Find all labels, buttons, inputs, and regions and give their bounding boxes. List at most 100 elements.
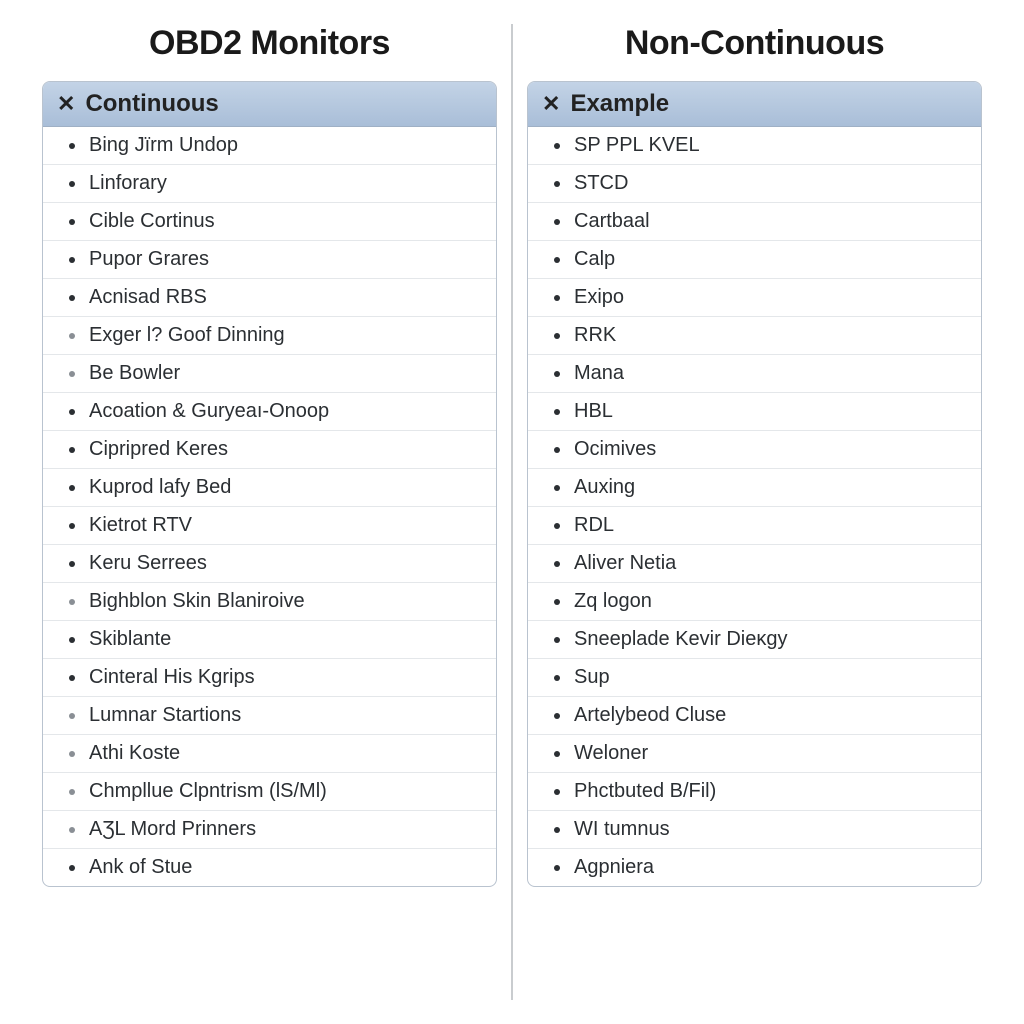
bullet-icon bbox=[69, 485, 75, 491]
bullet-icon bbox=[554, 181, 560, 187]
list-item-label: Cible Cortinus bbox=[89, 210, 482, 233]
right-title: Non-Continuous bbox=[527, 24, 982, 63]
list-item-label: Exger l? Goof Dinning bbox=[89, 324, 482, 347]
bullet-icon bbox=[69, 789, 75, 795]
list-item: Be Bowler bbox=[43, 355, 496, 393]
list-item-label: Auxing bbox=[574, 476, 967, 499]
list-item: Phctbuted B/Fil) bbox=[528, 773, 981, 811]
list-item-label: Acnisad RBS bbox=[89, 286, 482, 309]
list-item: Bing Jïrm Undop bbox=[43, 127, 496, 165]
list-item-label: Skiblante bbox=[89, 628, 482, 651]
bullet-icon bbox=[69, 865, 75, 871]
list-item-label: Cinteral His Kgrips bbox=[89, 666, 482, 689]
list-item-label: Zq logon bbox=[574, 590, 967, 613]
bullet-icon bbox=[69, 827, 75, 833]
list-item-label: Keru Serrees bbox=[89, 552, 482, 575]
bullet-icon bbox=[69, 713, 75, 719]
right-panel-header-label: Example bbox=[570, 90, 669, 118]
list-item: Agpniera bbox=[528, 849, 981, 886]
list-item: Ocimives bbox=[528, 431, 981, 469]
list-item: Kuprod lafy Bed bbox=[43, 469, 496, 507]
list-item-label: HBL bbox=[574, 400, 967, 423]
list-item-label: Pupor Grares bbox=[89, 248, 482, 271]
bullet-icon bbox=[554, 485, 560, 491]
list-item: AƷL Mord Prinners bbox=[43, 811, 496, 849]
list-item-label: SP PPL KVEL bbox=[574, 134, 967, 157]
list-item: Calp bbox=[528, 241, 981, 279]
list-item-label: Mana bbox=[574, 362, 967, 385]
list-item: Weloner bbox=[528, 735, 981, 773]
bullet-icon bbox=[554, 523, 560, 529]
bullet-icon bbox=[554, 219, 560, 225]
list-item: Kietrot RTV bbox=[43, 507, 496, 545]
bullet-icon bbox=[554, 789, 560, 795]
list-item: Cinteral His Kgrips bbox=[43, 659, 496, 697]
list-item: Cartbaal bbox=[528, 203, 981, 241]
list-item: Mana bbox=[528, 355, 981, 393]
bullet-icon bbox=[554, 751, 560, 757]
list-item: HBL bbox=[528, 393, 981, 431]
list-item: Artelybeod Cluse bbox=[528, 697, 981, 735]
bullet-icon bbox=[554, 637, 560, 643]
right-list: SP PPL KVELSTCDCartbaalCalpExipoRRKManaH… bbox=[528, 127, 981, 886]
list-item-label: Weloner bbox=[574, 742, 967, 765]
list-item: Exger l? Goof Dinning bbox=[43, 317, 496, 355]
bullet-icon bbox=[69, 371, 75, 377]
list-item-label: Cipripred Keres bbox=[89, 438, 482, 461]
left-list: Bing Jïrm Undop Linforary Cible Cortinus Pu… bbox=[43, 127, 496, 886]
bullet-icon bbox=[69, 143, 75, 149]
list-item: Sup bbox=[528, 659, 981, 697]
bullet-icon bbox=[554, 447, 560, 453]
list-item-label: RDL bbox=[574, 514, 967, 537]
bullet-icon bbox=[554, 143, 560, 149]
bullet-icon bbox=[69, 409, 75, 415]
bullet-icon bbox=[554, 713, 560, 719]
left-panel-header: ✕ Continuous bbox=[43, 82, 496, 127]
list-item: Bighblon Skin Blaniroive bbox=[43, 583, 496, 621]
list-item-label: Calp bbox=[574, 248, 967, 271]
list-item-label: Bighblon Skin Blaniroive bbox=[89, 590, 482, 613]
left-title: OBD2 Monitors bbox=[42, 24, 497, 63]
bullet-icon bbox=[554, 561, 560, 567]
bullet-icon bbox=[69, 599, 75, 605]
list-item-label: Kuprod lafy Bed bbox=[89, 476, 482, 499]
bullet-icon bbox=[554, 865, 560, 871]
bullet-icon bbox=[554, 599, 560, 605]
list-item-label: Be Bowler bbox=[89, 362, 482, 385]
list-item-label: Cartbaal bbox=[574, 210, 967, 233]
bullet-icon bbox=[69, 561, 75, 567]
close-icon[interactable]: ✕ bbox=[542, 93, 560, 115]
left-column: OBD2 Monitors ✕ Continuous Bing Jïrm Und… bbox=[28, 24, 513, 1000]
list-item-label: Athi Koste bbox=[89, 742, 482, 765]
right-column: Non-Continuous ✕ Example SP PPL KVEL STCD… bbox=[513, 24, 996, 1000]
list-item: Keru Serrees bbox=[43, 545, 496, 583]
list-item: Pupor Grares bbox=[43, 241, 496, 279]
list-item-label: Linforary bbox=[89, 172, 482, 195]
close-icon[interactable]: ✕ bbox=[57, 93, 75, 115]
left-panel: ✕ Continuous Bing Jïrm Undop Linforary Cib… bbox=[42, 81, 497, 887]
bullet-icon bbox=[554, 295, 560, 301]
list-item-label: WI tumnus bbox=[574, 818, 967, 841]
list-item: Chmpllue Clpntrism (lS/Ml) bbox=[43, 773, 496, 811]
list-item-label: STCD bbox=[574, 172, 967, 195]
list-item: Zq logon bbox=[528, 583, 981, 621]
list-item-label: Lumnar Startions bbox=[89, 704, 482, 727]
list-item: Lumnar Startions bbox=[43, 697, 496, 735]
list-item-label: Ocimives bbox=[574, 438, 967, 461]
list-item-label: Bing Jïrm Undop bbox=[89, 134, 482, 157]
list-item: RDL bbox=[528, 507, 981, 545]
list-item: Acnisad RBS bbox=[43, 279, 496, 317]
list-item-label: Artelybeod Cluse bbox=[574, 704, 967, 727]
list-item: Ank of Stue bbox=[43, 849, 496, 886]
left-panel-header-label: Continuous bbox=[85, 90, 218, 118]
bullet-icon bbox=[69, 637, 75, 643]
list-item: Aliver Netia bbox=[528, 545, 981, 583]
list-item: Athi Koste bbox=[43, 735, 496, 773]
bullet-icon bbox=[69, 257, 75, 263]
bullet-icon bbox=[69, 675, 75, 681]
right-panel: ✕ Example SP PPL KVELSTCDCartbaalCalpExi… bbox=[527, 81, 982, 887]
bullet-icon bbox=[554, 333, 560, 339]
list-item: Cipripred Keres bbox=[43, 431, 496, 469]
bullet-icon bbox=[554, 409, 560, 415]
list-item-label: AƷL Mord Prinners bbox=[89, 818, 482, 841]
